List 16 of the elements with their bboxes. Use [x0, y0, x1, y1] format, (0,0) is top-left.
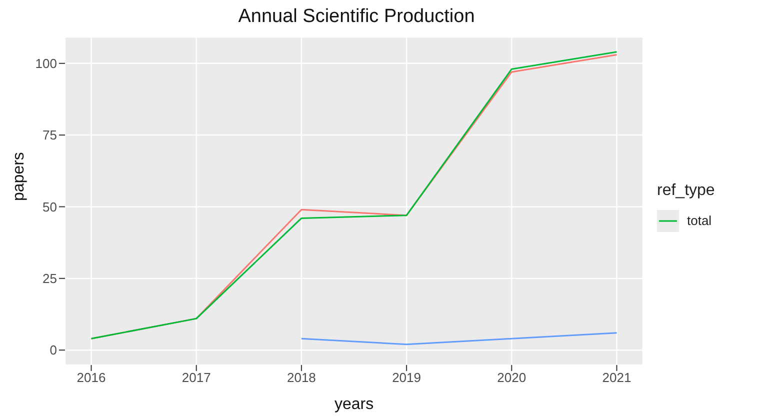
y-axis-title: papers [10, 152, 28, 201]
legend-title: ref_type [657, 182, 716, 200]
y-tick-label: 50 [42, 199, 57, 214]
chart-title: Annual Scientific Production [237, 6, 476, 28]
x-tick-label: 2016 [76, 370, 106, 386]
y-tick-label: 25 [42, 271, 57, 286]
x-tick-label: 2017 [182, 370, 211, 386]
x-tick-label: 2018 [286, 370, 316, 386]
y-tick-label: 0 [50, 342, 57, 358]
x-tick-label: 2020 [497, 370, 526, 386]
x-tick-label: 2019 [392, 370, 422, 386]
x-axis-title: years [334, 396, 374, 413]
y-tick-label: 75 [42, 128, 57, 143]
legend-label: total [687, 213, 712, 228]
x-tick-label: 2021 [602, 370, 632, 386]
y-tick-label: 100 [35, 56, 57, 71]
